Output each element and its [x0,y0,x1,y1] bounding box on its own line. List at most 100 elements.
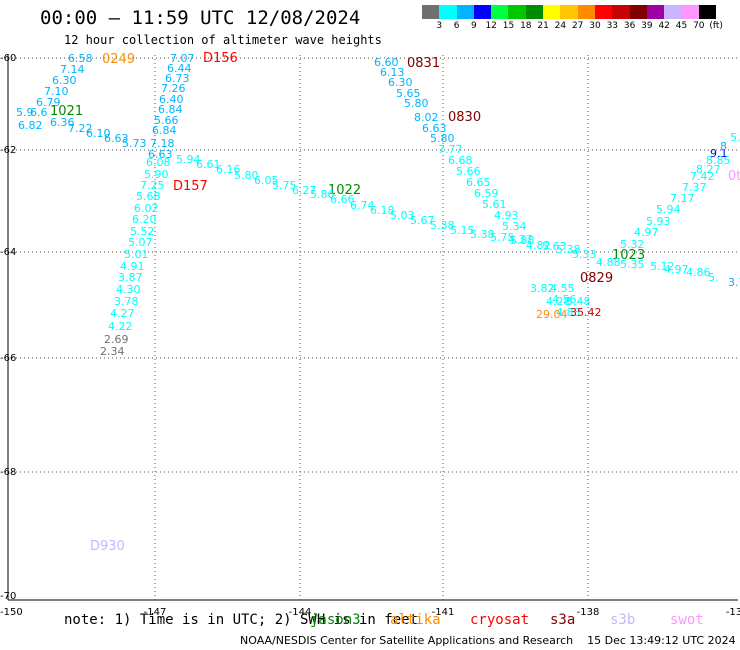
colorbar-swatch [681,5,699,19]
pass-label: 0830 [448,110,481,125]
pass-label: D157 [173,179,208,194]
wave-height-value: 4.97 [634,226,659,239]
lat-label: -64 [0,247,16,258]
wave-height-value: 7.07 [170,52,195,65]
colorbar-swatch [629,5,647,19]
pass-label: 0829 [580,271,613,286]
legend-s3a: s3a [550,612,576,628]
wave-height-value: 4.55 [550,282,575,295]
wave-height-value: 5.33 [572,248,597,261]
wave-height-value: 6.6 [30,106,48,119]
wave-height-value: 9.1 [710,147,728,160]
lon-label: -138 [577,607,600,618]
colorbar-swatch [439,5,457,19]
colorbar-label: 70 [693,21,705,31]
wave-height-value: 4.93 [494,209,519,222]
wave-height-value: 6.02 [134,202,159,215]
pass-label: 0t [728,169,740,184]
wave-height-value: 6.58 [68,52,93,65]
wave-height-value: 6.73 [165,72,190,85]
wave-height-value: 6.36 [50,116,75,129]
wave-height-value: 8.27 [696,163,721,176]
wave-height-value: 5.80 [430,132,455,145]
pass-label: D930 [90,539,125,554]
wave-height-value: 5.38 [556,243,581,256]
lat-label: -62 [0,145,16,156]
wave-height-value: 5.34 [502,220,527,233]
wave-height-value: 35.42 [570,306,602,319]
colorbar-swatch [612,5,630,19]
wave-height-value: 5.35 [620,258,645,271]
wave-height-value: 8.85 [706,154,731,167]
wave-height-value: 6.27 [292,184,317,197]
wave-height-value: 5.9 [16,106,34,119]
wave-height-value: 7.26 [161,82,186,95]
wave-height-value: 4.37 [508,233,533,246]
colorbar-swatch [525,5,544,19]
wave-height-value: 4.97 [664,263,689,276]
wave-height-value: 6.82 [18,119,43,132]
colorbar-label: 9 [471,21,477,31]
colorbar-swatch [646,5,665,19]
colorbar-label: 12 [485,21,497,31]
colorbar-swatch [560,5,578,19]
colorbar-label: 21 [537,21,549,31]
colorbar-label: 15 [502,21,515,31]
wave-height-value: 7.18 [150,137,175,150]
wave-height-value: 4.83 [556,306,581,319]
wave-height-value: 4.28 [546,295,571,308]
wave-height-colorbar [422,5,717,19]
wave-height-value: 6.63 [148,148,173,161]
wave-height-value: 6.65 [466,176,491,189]
wave-height-value: 7.37 [682,181,707,194]
wave-height-value: 5.90 [144,168,169,181]
wave-height-value: 5.38 [430,219,455,232]
wave-height-value: 6.63 [104,132,129,145]
wave-height-value: 5.67 [410,214,435,227]
wave-height-value: 6.30 [388,76,413,89]
wave-height-value: 5.94 [176,153,201,166]
colorbar-swatch [577,5,595,19]
pass-label: D156 [203,51,238,66]
wave-height-value: 6.44 [167,62,192,75]
colorbar-label: 42 [658,21,670,31]
lon-label: -141 [432,607,455,618]
wave-height-value: 5.66 [456,165,481,178]
wave-height-value: 6.66 [330,193,355,206]
colorbar-swatch [473,5,492,19]
wave-height-value: 5.68 [136,190,161,203]
wave-height-value: 5.75 [272,179,297,192]
wave-height-value: 3.87 [118,271,143,284]
pass-label: 0831 [407,56,440,71]
wave-height-value: 3.82 [530,282,555,295]
pass-label: 1021 [50,104,83,119]
wave-height-value: 6.84 [152,124,177,137]
colorbar-swatch [664,5,682,19]
wave-height-value: 6.08 [146,156,171,169]
wave-height-value: 6.61 [196,158,221,171]
colorbar-swatch [543,5,561,19]
colorbar-labels: 3 6 9 12 15 18 21 24 27 30 33 36 39 42 45 70 (ft) [422,21,740,33]
colorbar-label: 45 [675,21,688,31]
wave-height-value: 4.30 [116,283,141,296]
wave-height-value: 5.21 [730,131,740,144]
colorbar-swatch [698,5,717,19]
colorbar-label: (ft) [709,21,723,31]
wave-height-value: 5.38 [470,228,495,241]
wave-height-value: 5.80 [234,169,259,182]
wave-height-value: 4.56 [552,293,577,306]
wave-height-value: 5.07 [128,236,153,249]
wave-height-value: 5.73 [122,137,147,150]
colorbar-label: 36 [623,21,636,31]
credit-line: NOAA/NESDIS Center for Satellite Applica… [240,634,736,647]
wave-height-value: 6.13 [380,66,405,79]
lat-label: -60 [0,53,16,64]
lon-label: -150 [0,607,23,618]
wave-height-value: 4.88 [596,256,621,269]
map-title: 00:00 – 11:59 UTC 12/08/2024 [40,7,361,29]
units-note: note: 1) Time is in UTC; 2) SWH is in fe… [64,612,419,628]
lon-label: -13 [726,607,740,618]
wave-height-value: 6.79 [36,96,61,109]
wave-height-value: 6.16 [216,163,241,176]
wave-height-value: 6.20 [132,213,157,226]
